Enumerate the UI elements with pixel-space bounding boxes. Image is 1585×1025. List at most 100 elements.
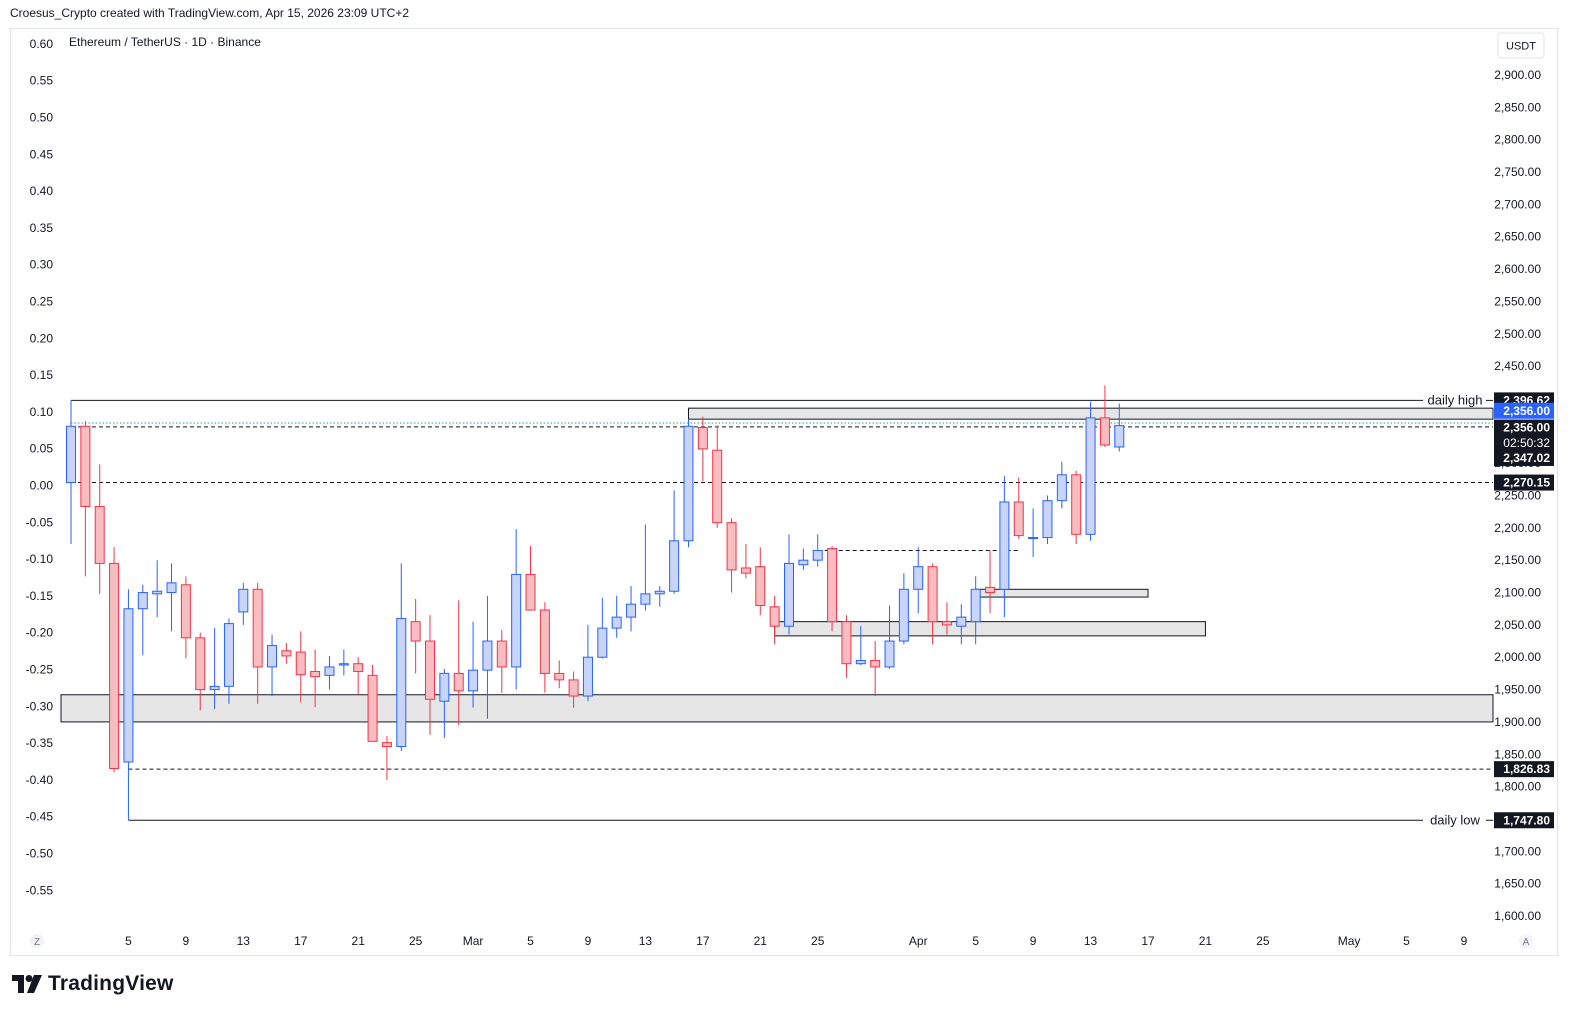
right-axis: 2,900.00 2,850.00 2,800.00 2,750.00 2,700.00… <box>1494 68 1541 923</box>
price-tag: 2,356.00 <box>1494 419 1554 436</box>
right-axis-tick: 2,150.00 <box>1494 553 1541 567</box>
candle <box>1042 495 1053 545</box>
candle <box>1114 403 1125 452</box>
zoom-left-label: Z <box>34 937 40 948</box>
candle <box>769 595 780 645</box>
candle <box>252 582 263 704</box>
level-label: daily low <box>1430 812 1480 827</box>
candle <box>381 736 392 781</box>
candle <box>80 421 91 577</box>
candle-body <box>353 663 364 672</box>
candle-body <box>66 425 76 484</box>
candle-body <box>367 674 378 742</box>
price-tag-label: 1,747.80 <box>1503 813 1550 827</box>
right-axis-tick: 2,200.00 <box>1494 521 1541 535</box>
candle-body <box>109 562 120 770</box>
candle-body <box>712 449 723 524</box>
candle-body <box>999 501 1010 590</box>
candle <box>827 545 838 632</box>
candle <box>482 595 493 719</box>
candle-body <box>769 606 780 627</box>
candle <box>353 657 364 695</box>
candle-body <box>539 609 550 674</box>
price-tag-label: 2,347.02 <box>1503 451 1550 465</box>
candle <box>425 615 435 735</box>
zoom-button-right[interactable]: A <box>1519 934 1533 948</box>
candle-body <box>338 663 349 666</box>
candle <box>970 576 981 645</box>
tradingview-logo: TradingView <box>12 972 174 996</box>
tradingview-logo-text: TradingView <box>48 972 174 995</box>
x-axis-label: 9 <box>585 934 592 948</box>
candle-body <box>453 672 464 692</box>
candle-body <box>511 573 522 668</box>
candle-body <box>970 588 981 623</box>
x-axis-label: 25 <box>409 934 423 948</box>
candle <box>755 547 766 616</box>
unit-button[interactable]: USDT <box>1497 32 1545 59</box>
x-axis-label: May <box>1338 934 1361 948</box>
chart-frame[interactable]: daily high daily low 0.60 0.55 0.50 0.45 0.40… <box>10 28 1558 956</box>
right-axis-tick: 1,800.00 <box>1494 780 1541 794</box>
candle <box>1099 385 1110 447</box>
candle <box>1028 508 1039 557</box>
zones-layer <box>60 407 1494 723</box>
candle <box>784 534 794 635</box>
price-tag: 2,356.00 <box>1494 402 1554 419</box>
left-axis-tick: -0.15 <box>26 589 54 603</box>
right-axis-tick: 2,500.00 <box>1494 327 1541 341</box>
candle-body <box>324 666 335 676</box>
left-axis-tick: -0.55 <box>26 883 54 897</box>
candle-body <box>152 590 163 595</box>
price-tag: 2,347.02 <box>1494 449 1554 466</box>
candle-body <box>898 588 909 642</box>
right-axis-tick: 2,850.00 <box>1494 100 1541 114</box>
left-axis-tick: 0.10 <box>30 405 54 419</box>
price-tag-label: 02:50:32 <box>1503 436 1550 450</box>
candle-body <box>425 640 435 700</box>
zoom-button-left[interactable]: Z <box>30 934 44 948</box>
candle-body <box>568 679 579 697</box>
price-tags-layer: 2,396.622,356.002,356.0002:50:322,347.02… <box>1494 392 1554 829</box>
candle-body <box>626 603 637 618</box>
left-axis-tick: 0.15 <box>30 368 54 382</box>
left-axis-tick: -0.10 <box>26 552 54 566</box>
candle-body <box>396 617 407 748</box>
candle <box>137 584 148 656</box>
candle-body <box>525 573 536 611</box>
candle-body <box>1056 474 1067 502</box>
candle <box>1013 477 1024 539</box>
candle <box>180 576 191 659</box>
lines-layer: daily high daily low <box>70 392 1493 827</box>
candles-layer <box>66 385 1125 821</box>
candle <box>841 615 852 678</box>
candle <box>166 563 177 632</box>
candle-body <box>1013 501 1024 537</box>
x-axis-label: 5 <box>125 934 132 948</box>
left-axis-tick: -0.20 <box>26 626 54 640</box>
candle-body <box>827 548 838 623</box>
price-tag-label: 2,356.00 <box>1503 421 1550 435</box>
candle-body <box>812 549 823 561</box>
candle <box>597 597 608 659</box>
right-axis-tick: 1,600.00 <box>1494 909 1541 923</box>
candle-body <box>927 566 938 623</box>
candle <box>152 560 163 618</box>
tradingview-logo-icon <box>12 975 42 993</box>
candle-body <box>223 623 234 687</box>
candle-body <box>640 593 651 605</box>
zoom-right-label: A <box>1523 937 1530 948</box>
candle <box>1056 461 1067 509</box>
candle <box>195 632 206 711</box>
candle <box>66 400 76 545</box>
candle-body <box>310 670 321 678</box>
candle <box>568 671 579 708</box>
candle <box>1085 401 1096 541</box>
candle-body <box>683 425 694 542</box>
candlestick-chart[interactable]: daily high daily low 0.60 0.55 0.50 0.45 0.40… <box>11 29 1559 957</box>
level-label: daily high <box>1428 392 1483 407</box>
candle-body <box>80 425 91 507</box>
candle <box>927 563 938 645</box>
right-axis-tick: 2,750.00 <box>1494 165 1541 179</box>
candle <box>898 573 909 645</box>
